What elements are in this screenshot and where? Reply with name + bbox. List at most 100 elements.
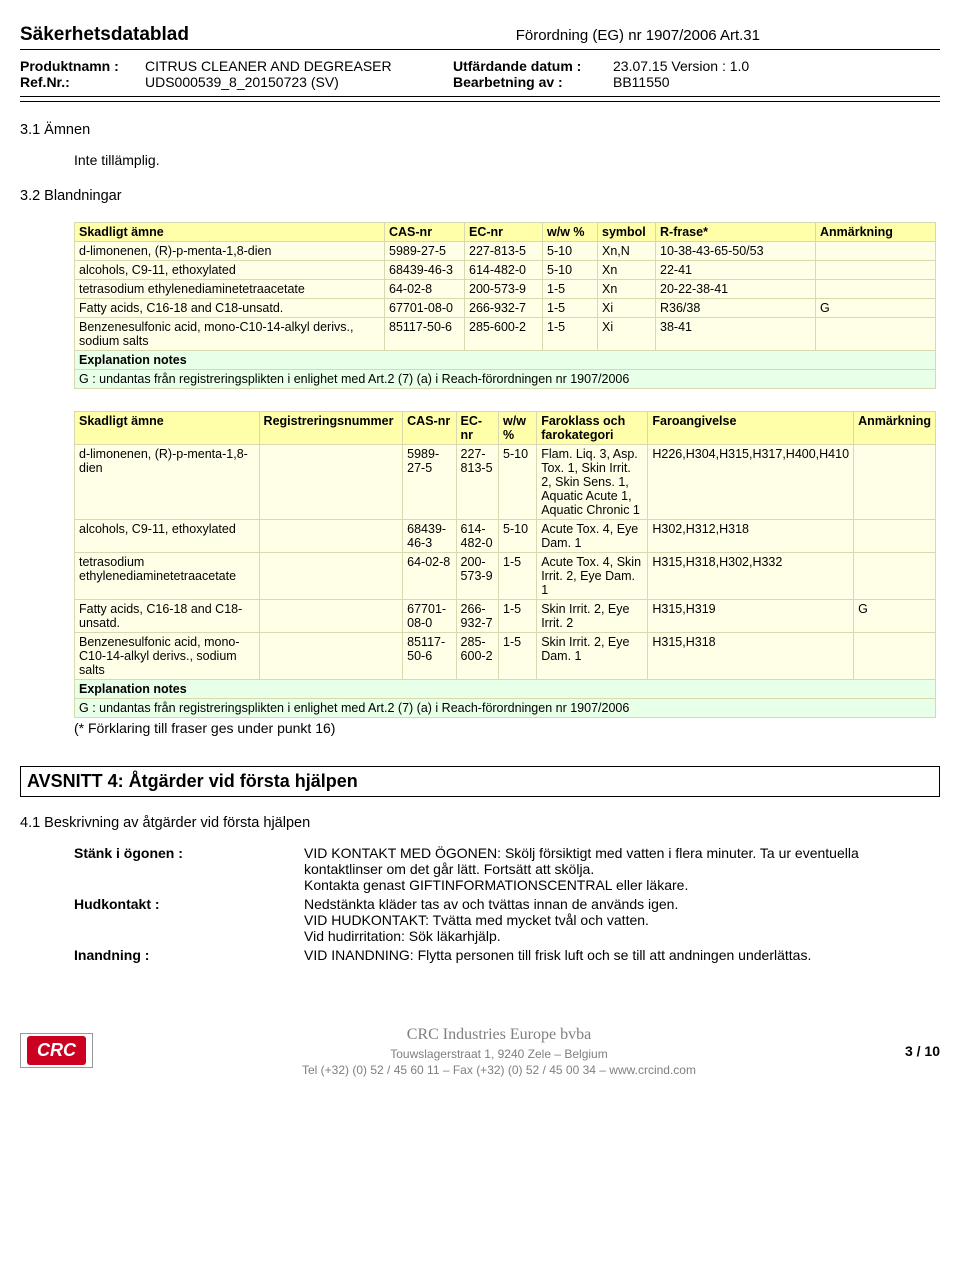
page-footer: CRC CRC Industries Europe bvba Touwslage… <box>0 1024 960 1098</box>
first-aid-text: VID INANDNING: Flytta personen till fris… <box>304 947 940 963</box>
table-cell: 200-573-9 <box>465 280 543 299</box>
table-cell: Xi <box>598 318 656 351</box>
table-row: tetrasodium ethylenediaminetetraacetate6… <box>75 280 936 299</box>
table-cell: G <box>854 600 936 633</box>
company-name: CRC Industries Europe bvba <box>93 1024 905 1046</box>
table-row: Fatty acids, C16-18 and C18-unsatd.67701… <box>75 600 936 633</box>
table-row: Benzenesulfonic acid, mono-C10-14-alkyl … <box>75 318 936 351</box>
product-label: Produktnamn : <box>20 58 145 74</box>
first-aid-block: Stänk i ögonen :VID KONTAKT MED ÖGONEN: … <box>74 845 940 963</box>
table-cell: 67701-08-0 <box>403 600 456 633</box>
table-cell: Benzenesulfonic acid, mono-C10-14-alkyl … <box>75 318 385 351</box>
table-cell: 200-573-9 <box>456 553 499 600</box>
table-cell <box>816 318 936 351</box>
table-cell: 285-600-2 <box>456 633 499 680</box>
table-cell <box>259 633 403 680</box>
table-row: alcohols, C9-11, ethoxylated68439-46-361… <box>75 520 936 553</box>
col-hazstmt: Faroangivelse <box>648 412 854 445</box>
section-3-1-body: Inte tillämplig. <box>74 152 940 168</box>
table-cell: 64-02-8 <box>385 280 465 299</box>
table-cell: 10-38-43-65-50/53 <box>656 242 816 261</box>
company-contact: Tel (+32) (0) 52 / 45 60 11 – Fax (+32) … <box>93 1062 905 1078</box>
table-cell: 266-932-7 <box>465 299 543 318</box>
col-cas: CAS-nr <box>403 412 456 445</box>
table-cell: 1-5 <box>543 318 598 351</box>
table-cell: 614-482-0 <box>456 520 499 553</box>
table-header-row: Skadligt ämne CAS-nr EC-nr w/w % symbol … <box>75 223 936 242</box>
table-row: d-limonenen, (R)-p-menta-1,8-dien5989-27… <box>75 242 936 261</box>
explanation-body: G : undantas från registreringsplikten i… <box>75 699 936 718</box>
table-cell <box>854 553 936 600</box>
col-regnum: Registreringsnummer <box>259 412 403 445</box>
table-cell: H315,H318,H302,H332 <box>648 553 854 600</box>
table-cell: Xn,N <box>598 242 656 261</box>
table-cell: Acute Tox. 4, Skin Irrit. 2, Eye Dam. 1 <box>537 553 648 600</box>
table-row: tetrasodium ethylenediaminetetraacetate 6… <box>75 553 936 600</box>
regulation-text: Förordning (EG) nr 1907/2006 Art.31 <box>516 27 760 44</box>
table-cell: 227-813-5 <box>465 242 543 261</box>
ref-label: Ref.Nr.: <box>20 74 145 90</box>
logo-text: CRC <box>27 1036 86 1065</box>
table-cell <box>259 520 403 553</box>
table-cell: tetrasodium ethylenediaminetetraacetate <box>75 553 260 600</box>
table-cell: 85117-50-6 <box>385 318 465 351</box>
col-substance: Skadligt ämne <box>75 223 385 242</box>
table-cell: H226,H304,H315,H317,H400,H410 <box>648 445 854 520</box>
col-ec: EC-nr <box>465 223 543 242</box>
table-cell: 5-10 <box>543 261 598 280</box>
table-cell <box>854 633 936 680</box>
col-cas: CAS-nr <box>385 223 465 242</box>
table-header-row: Skadligt ämne Registreringsnummer CAS-nr… <box>75 412 936 445</box>
explanation-title: Explanation notes <box>75 680 936 699</box>
table-cell: 1-5 <box>543 280 598 299</box>
table-row: Fatty acids, C16-18 and C18-unsatd.67701… <box>75 299 936 318</box>
table-cell: 68439-46-3 <box>385 261 465 280</box>
table-cell: Xn <box>598 261 656 280</box>
first-aid-label: Inandning : <box>74 947 304 963</box>
table-cell <box>854 445 936 520</box>
table-cell: 285-600-2 <box>465 318 543 351</box>
table-cell: 38-41 <box>656 318 816 351</box>
col-rfrase: R-frase* <box>656 223 816 242</box>
company-address: Touwslagerstraat 1, 9240 Zele – Belgium <box>93 1046 905 1062</box>
first-aid-text: VID KONTAKT MED ÖGONEN: Skölj försiktigt… <box>304 845 940 893</box>
col-remark: Anmärkning <box>854 412 936 445</box>
explanation-body-row: G : undantas från registreringsplikten i… <box>75 370 936 389</box>
table-cell: alcohols, C9-11, ethoxylated <box>75 261 385 280</box>
table-cell: 5-10 <box>499 445 537 520</box>
section-3-2-title: 3.2 Blandningar <box>20 188 940 204</box>
table-cell <box>259 445 403 520</box>
col-ww: w/w % <box>499 412 537 445</box>
edit-label: Bearbetning av : <box>453 74 613 90</box>
footer-center: CRC Industries Europe bvba Touwslagerstr… <box>93 1024 905 1078</box>
ingredients-table-1: Skadligt ämne CAS-nr EC-nr w/w % symbol … <box>74 222 936 389</box>
header-bar: Säkerhetsdatablad Förordning (EG) nr 190… <box>20 24 940 50</box>
table-cell: 85117-50-6 <box>403 633 456 680</box>
col-remark: Anmärkning <box>816 223 936 242</box>
table-cell: 5-10 <box>543 242 598 261</box>
table-row: d-limonenen, (R)-p-menta-1,8-dien5989-27… <box>75 445 936 520</box>
table-cell <box>816 261 936 280</box>
table-cell: Skin Irrit. 2, Eye Irrit. 2 <box>537 600 648 633</box>
company-logo: CRC <box>20 1033 93 1068</box>
explanation-title-row: Explanation notes <box>75 351 936 370</box>
table-cell: tetrasodium ethylenediaminetetraacetate <box>75 280 385 299</box>
table-cell: 1-5 <box>499 600 537 633</box>
table-cell: 1-5 <box>499 633 537 680</box>
table-cell: 5989-27-5 <box>403 445 456 520</box>
page-number: 3 / 10 <box>905 1043 940 1059</box>
col-substance: Skadligt ämne <box>75 412 260 445</box>
table-cell: 227-813-5 <box>456 445 499 520</box>
first-aid-row: Inandning :VID INANDNING: Flytta persone… <box>74 947 940 963</box>
table-cell: 64-02-8 <box>403 553 456 600</box>
table-cell: Fatty acids, C16-18 and C18-unsatd. <box>75 299 385 318</box>
table-cell: Xi <box>598 299 656 318</box>
header-meta: Produktnamn : CITRUS CLEANER AND DEGREAS… <box>20 58 940 97</box>
table-row: Benzenesulfonic acid, mono-C10-14-alkyl … <box>75 633 936 680</box>
table-cell: H315,H318 <box>648 633 854 680</box>
table-cell <box>259 600 403 633</box>
table-cell: G <box>816 299 936 318</box>
ref-value: UDS000539_8_20150723 (SV) <box>145 74 453 90</box>
col-hazclass: Faroklass och farokategori <box>537 412 648 445</box>
edit-value: BB11550 <box>613 74 670 90</box>
